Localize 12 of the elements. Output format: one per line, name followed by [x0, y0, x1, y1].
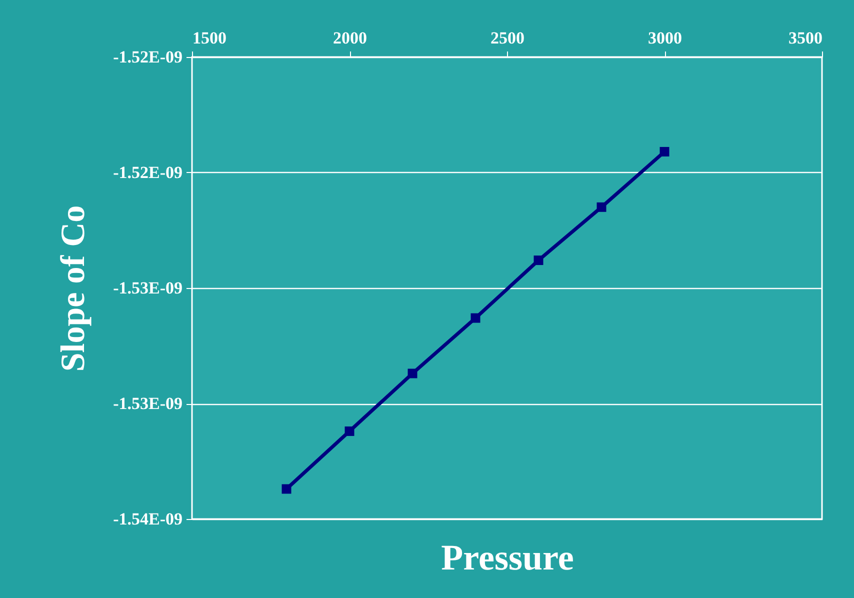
x-tick-label: 1500	[192, 28, 226, 48]
x-tick-label: 3500	[788, 28, 822, 48]
y-tick-label: -1.52E-09	[113, 163, 182, 182]
x-tick-label: 3000	[648, 28, 682, 48]
x-axis-title: Pressure	[441, 538, 574, 578]
y-tick-label: -1.53E-09	[113, 394, 182, 413]
y-tick-label: -1.53E-09	[113, 278, 182, 298]
y-tick-label: -1.52E-09	[113, 48, 182, 66]
x-tick-label: 2500	[490, 28, 524, 48]
y-tick-label: -1.54E-09	[113, 510, 182, 528]
y-axis-title: Slope of Co	[55, 205, 92, 372]
x-tick-label: 2000	[333, 28, 367, 48]
